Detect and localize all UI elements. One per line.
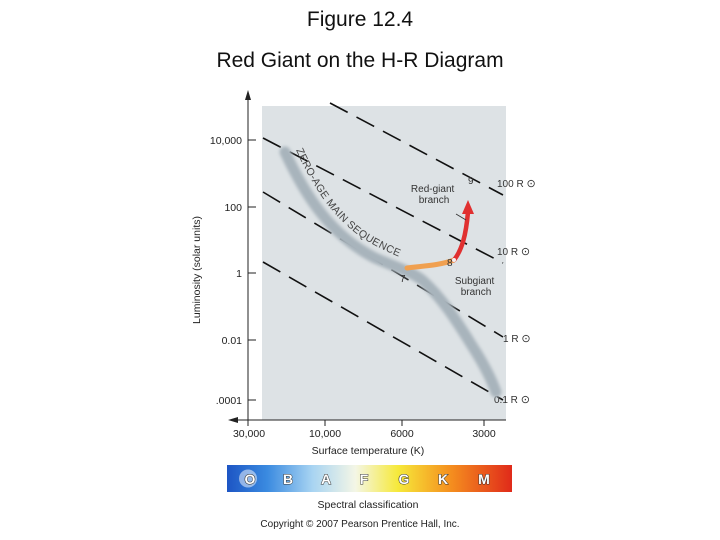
radius-line-100 <box>329 102 504 196</box>
main-sequence-band <box>279 146 502 398</box>
subgiant-track <box>404 257 457 271</box>
track-arrowhead <box>462 200 474 214</box>
x-axis-label: Surface temperature (K) <box>312 445 425 457</box>
spectral-class-b: B <box>283 471 293 487</box>
x-tick-label: 10,000 <box>309 428 341 440</box>
y-tick-label: 100 <box>224 202 242 214</box>
point-label-8: 8 <box>447 258 453 269</box>
radius-line-0-1 <box>262 261 504 401</box>
radius-line-1 <box>262 191 504 338</box>
spectral-class-o: O <box>245 471 256 487</box>
y-tick-label: 10,000 <box>210 135 242 147</box>
x-tick-label: 3000 <box>472 428 496 440</box>
red-giant-label: Red-giant branch <box>411 184 457 206</box>
x-tick-label: 30,000 <box>233 428 265 440</box>
spectral-class-g: G <box>399 471 410 487</box>
figure-title: Red Giant on the H-R Diagram <box>216 49 504 72</box>
spectral-class-k: K <box>438 471 448 487</box>
y-axis-arrow <box>245 90 251 100</box>
red-giant-leader <box>455 213 467 221</box>
spectral-label: Spectral classification <box>318 499 419 511</box>
radius-label-0-1: 0.1 R ⊙ <box>494 394 530 406</box>
spectral-highlight <box>239 469 257 488</box>
spectral-class-a: A <box>321 471 331 487</box>
x-ticks: 30,000 10,000 6000 3000 <box>233 420 496 440</box>
red-giant-track <box>451 209 471 263</box>
spectral-bar <box>227 465 512 492</box>
stage-point-8 <box>452 258 456 262</box>
y-ticks: 10,000 100 1 0.01 .0001 <box>210 135 256 407</box>
y-tick-label: 0.01 <box>222 335 243 347</box>
subgiant-label: Subgiant branch <box>455 276 497 298</box>
radius-label-1: 1 R ⊙ <box>503 333 531 345</box>
spectral-class-m: M <box>478 471 490 487</box>
point-label-9: 9 <box>468 176 474 187</box>
point-label-7: 7 <box>400 274 406 285</box>
figure-number: Figure 12.4 <box>306 8 414 31</box>
y-axis-label: Luminosity (solar units) <box>191 216 203 324</box>
spectral-class-f: F <box>360 471 369 487</box>
x-axis-arrow <box>228 417 238 423</box>
x-tick-label: 6000 <box>390 428 414 440</box>
radius-label-10: 10 R ⊙ <box>497 246 530 258</box>
y-tick-label: .0001 <box>216 395 242 407</box>
copyright-notice: Copyright © 2007 Pearson Prentice Hall, … <box>260 519 460 530</box>
y-tick-label: 1 <box>236 268 242 280</box>
radius-label-100: 100 R ⊙ <box>497 178 536 190</box>
